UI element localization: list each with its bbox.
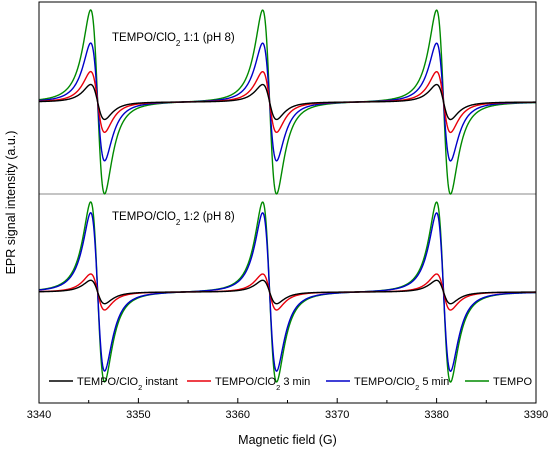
series-line-top-tempo-clo-5-min (38, 42, 537, 162)
legend-label-tempo-clo-instant: TEMPO/ClO2 instant (77, 376, 178, 392)
legend: TEMPO/ClO2 instant TEMPO/ClO2 3 min TEMPO/… (49, 376, 533, 392)
series-line-top-tempo (38, 9, 537, 195)
x-tick-label: 3340 (27, 409, 51, 421)
x-tick-label: 3370 (325, 409, 349, 421)
x-tick-label: 3380 (424, 409, 448, 421)
series-line-top-tempo-clo-instant (38, 83, 537, 121)
series-line-bottom-tempo (38, 201, 537, 383)
x-tick-label: 3390 (524, 409, 548, 421)
series-line-top-tempo-clo-3-min (38, 70, 537, 134)
series-line-bottom-tempo-clo-3-min (38, 273, 537, 311)
panel-label-top: TEMPO/ClO2 1:1 (pH 8) (112, 32, 235, 48)
legend-label-tempo: TEMPO (493, 376, 533, 388)
axes-layer: 3340 3350 3360 3370 3380 3390 (27, 1, 548, 421)
curves-layer (38, 9, 537, 383)
x-tick-label: 3350 (126, 409, 150, 421)
labels-layer: Magnetic field (G) EPR signal intensity (… (4, 32, 337, 447)
series-line-bottom-tempo-clo-instant (38, 279, 537, 305)
panel-label-bottom: TEMPO/ClO2 1:2 (pH 8) (112, 211, 235, 227)
x-tick-label: 3360 (226, 409, 250, 421)
legend-label-tempo-clo-3-min: TEMPO/ClO2 3 min (215, 376, 310, 392)
y-axis-label: EPR signal intensity (a.u.) (4, 131, 18, 275)
legend-label-tempo-clo-5-min: TEMPO/ClO2 5 min (354, 376, 449, 392)
series-line-bottom-tempo-clo-5-min (38, 212, 537, 372)
x-axis-label: Magnetic field (G) (238, 433, 337, 447)
